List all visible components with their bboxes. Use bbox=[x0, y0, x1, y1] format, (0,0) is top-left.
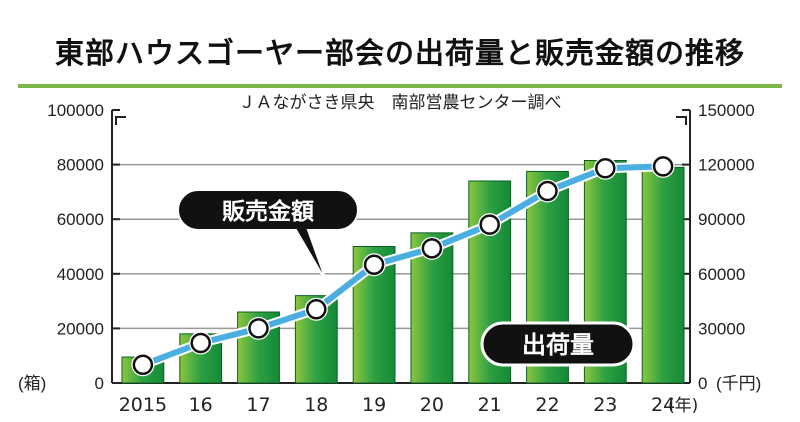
x-tick-label: 21 bbox=[478, 394, 502, 416]
x-tick-label: 16 bbox=[189, 394, 213, 416]
shipment-label: 出荷量 bbox=[522, 331, 594, 359]
point-22 bbox=[537, 180, 558, 202]
x-tick-label: 24 bbox=[651, 394, 675, 416]
bracket-left bbox=[115, 116, 126, 125]
point-18 bbox=[306, 299, 327, 320]
shipment-label-box bbox=[480, 321, 636, 367]
point-16 bbox=[190, 332, 211, 354]
left-axis-unit: (箱) bbox=[18, 374, 46, 393]
point-20 bbox=[421, 238, 443, 259]
left-tick-label: 60000 bbox=[57, 210, 104, 229]
point-23 bbox=[595, 157, 616, 179]
x-tick-label: 19 bbox=[362, 394, 386, 416]
chart-title: 東部ハウスゴーヤー部会の出荷量と販売金額の推移 bbox=[54, 36, 745, 70]
point-24 bbox=[652, 156, 674, 177]
point-17 bbox=[248, 318, 269, 339]
bar-24 bbox=[641, 166, 685, 384]
left-tick-label: 20000 bbox=[57, 319, 104, 338]
left-tick-label: 100000 bbox=[47, 101, 104, 120]
right-tick-label: 0 bbox=[698, 374, 707, 393]
left-tick-label: 80000 bbox=[57, 156, 104, 175]
left-tick-label: 0 bbox=[95, 374, 104, 393]
chart-subtitle: ＪＡながさき県央 南部営農センター調べ bbox=[239, 93, 562, 113]
sales-label: 販売金額 bbox=[222, 198, 314, 225]
right-tick-label: 120000 bbox=[698, 156, 755, 175]
x-tick-label: 18 bbox=[304, 394, 328, 416]
right-tick-label: 150000 bbox=[698, 101, 755, 120]
point-19 bbox=[363, 254, 385, 275]
sales-label-bubble bbox=[177, 189, 359, 284]
sales-line bbox=[141, 163, 664, 368]
x-tick-label: 22 bbox=[535, 394, 559, 416]
right-tick-label: 30000 bbox=[698, 319, 745, 338]
point-21 bbox=[479, 214, 500, 235]
right-axis-unit: (千円) bbox=[716, 374, 761, 393]
right-tick-label: 60000 bbox=[698, 265, 745, 284]
x-tick-label: 17 bbox=[246, 394, 270, 416]
x-axis-unit: (年) bbox=[668, 396, 698, 416]
left-tick-label: 40000 bbox=[57, 265, 104, 284]
title-underline bbox=[18, 84, 782, 88]
right-tick-label: 90000 bbox=[698, 210, 745, 229]
x-tick-label: 23 bbox=[593, 394, 617, 416]
point-2015 bbox=[132, 354, 154, 376]
x-tick-label: 20 bbox=[420, 394, 444, 416]
bracket-right bbox=[676, 116, 687, 125]
x-tick-label: 2015 bbox=[119, 394, 167, 416]
